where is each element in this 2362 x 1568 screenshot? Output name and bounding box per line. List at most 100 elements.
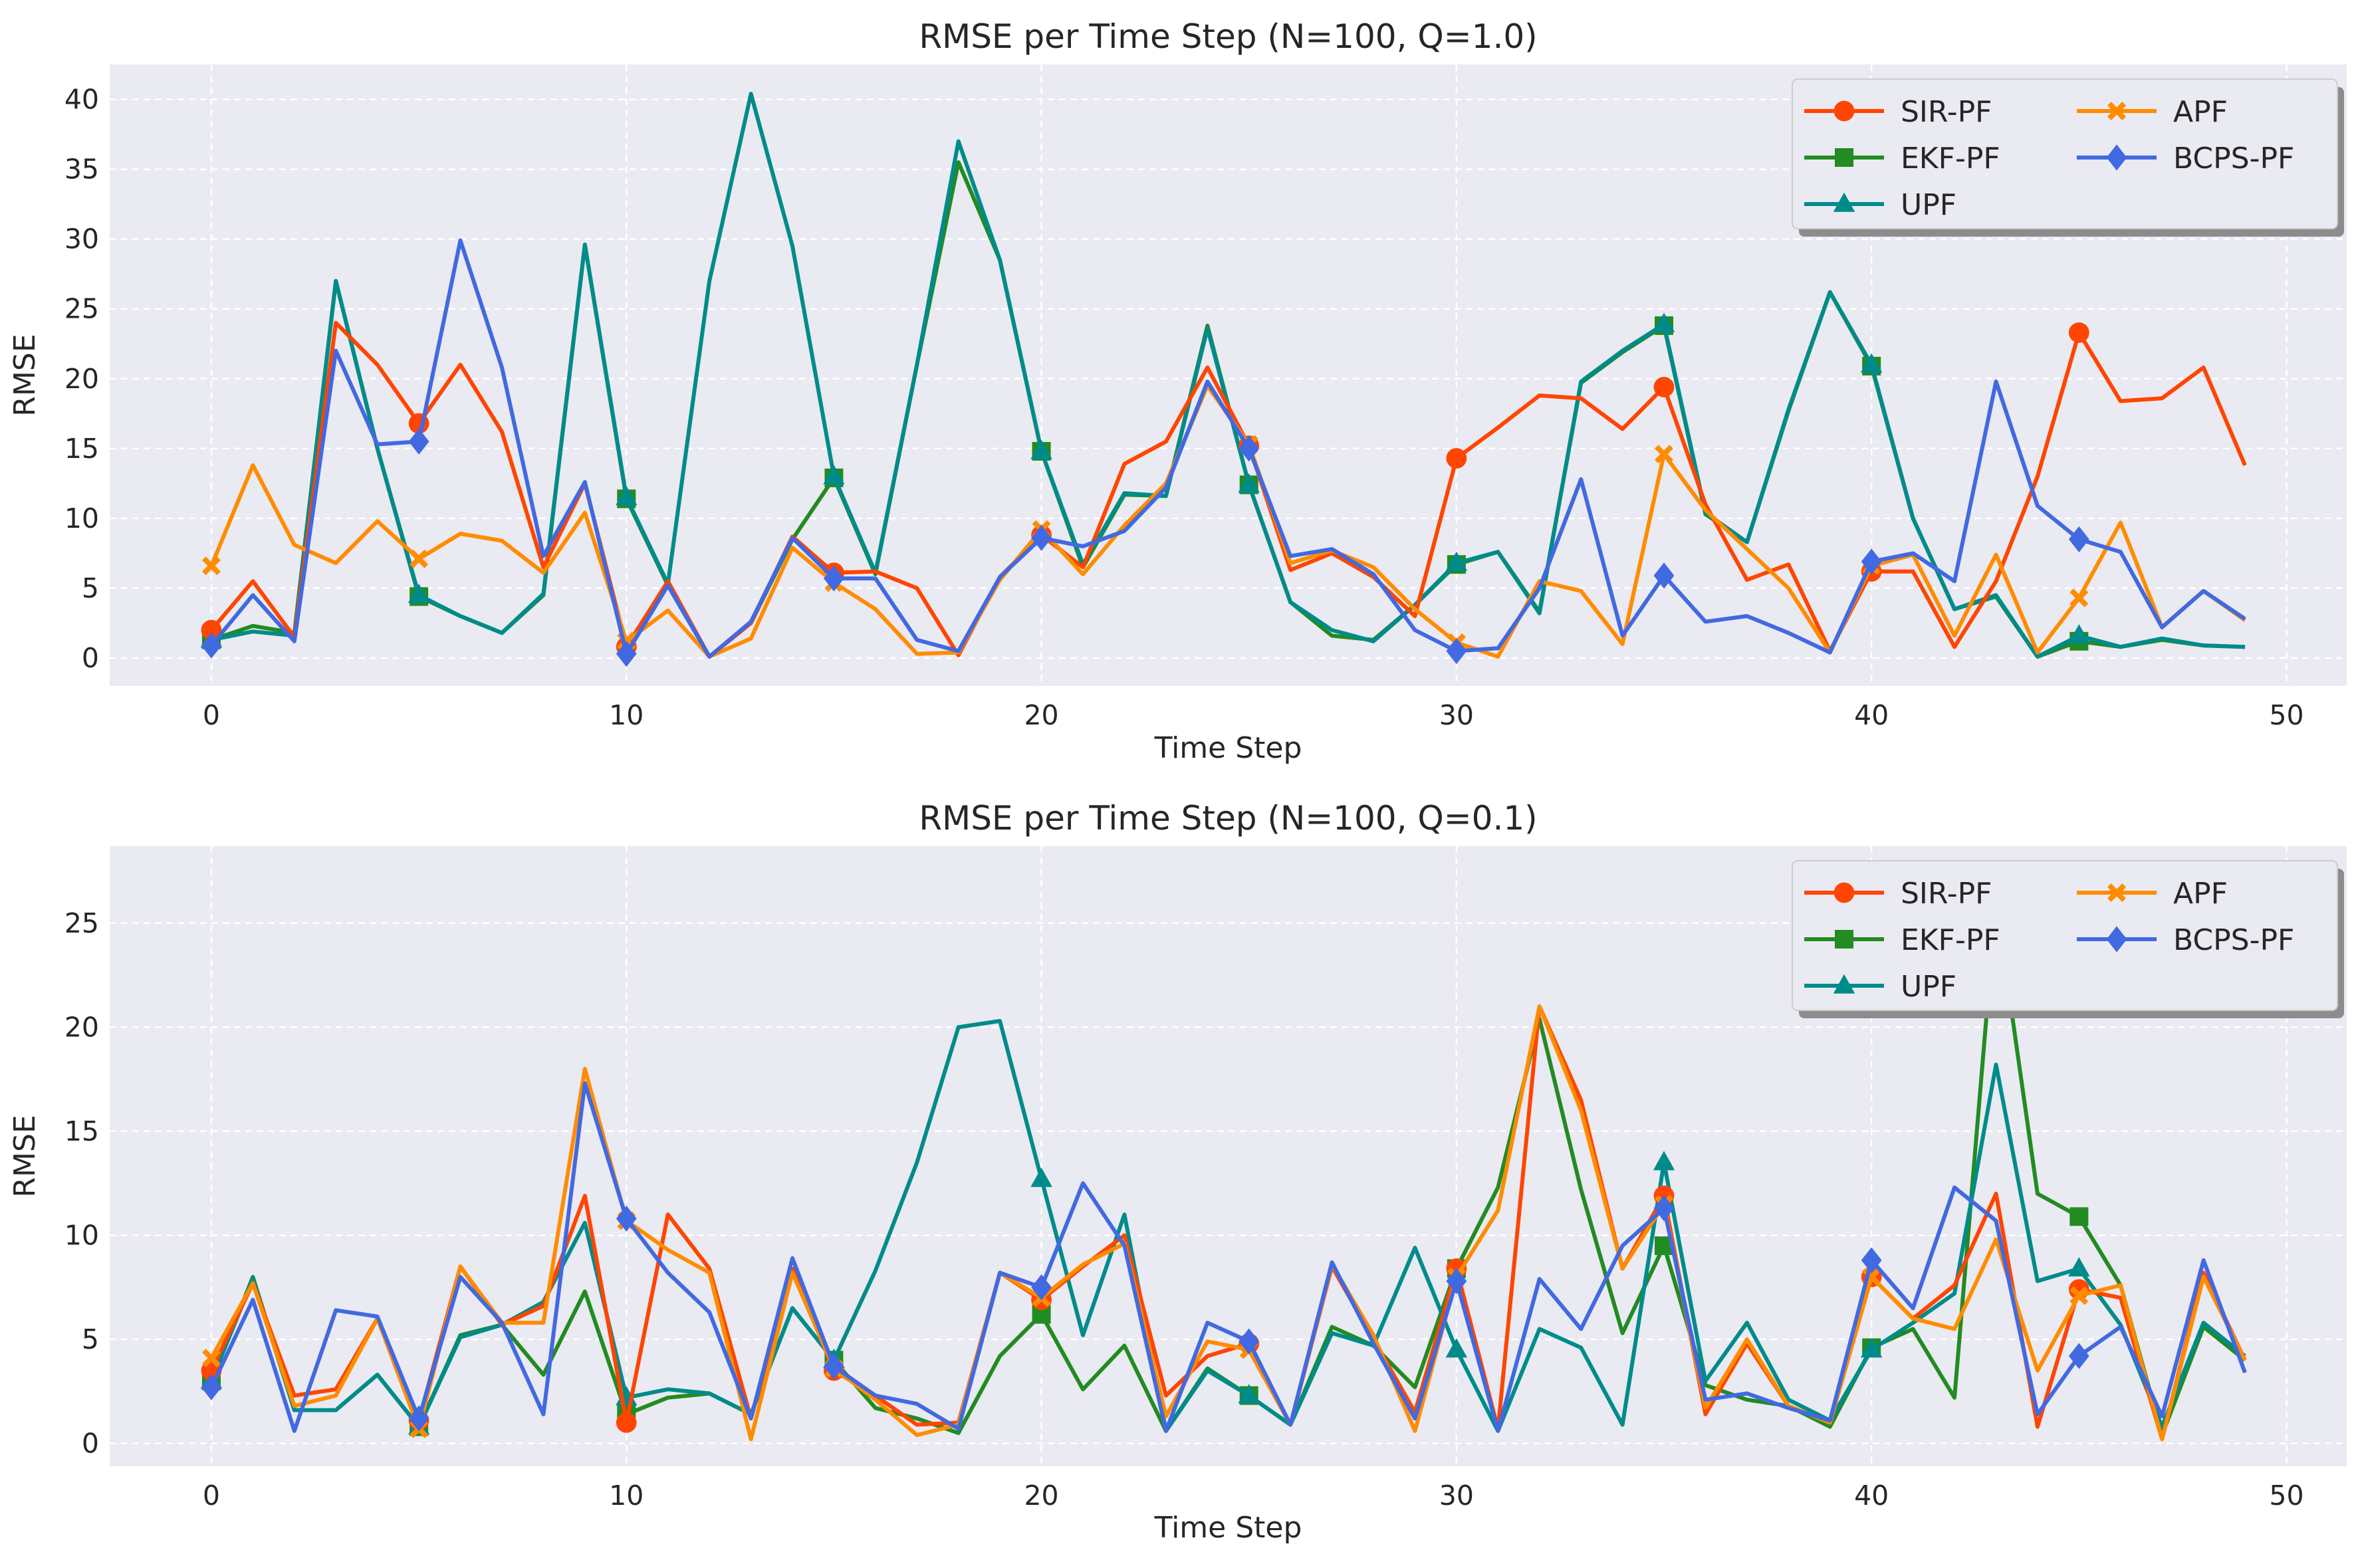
data-point-upf: [2068, 1257, 2090, 1277]
data-point-upf: [1238, 1384, 1260, 1404]
legend-marker: [2107, 883, 2126, 902]
chart-title: RMSE per Time Step (N=100, Q=1.0): [919, 17, 1537, 56]
data-point-upf: [823, 465, 845, 485]
subplot-2: 0 10 20 30 40 50 0 5 10 15 20 25 RMSE per Time Step …: [8, 799, 2347, 1545]
y-tick-label: 15: [64, 1115, 99, 1147]
x-tick-label: 20: [1024, 1480, 1058, 1512]
legend-item-sir-pf: SIR-PF: [1804, 877, 1992, 911]
y-tick-label: 40: [64, 84, 99, 116]
legend-marker: [2106, 144, 2127, 171]
legend-item-apf: APF: [2077, 95, 2228, 129]
legend-item-upf: UPF: [1804, 188, 1956, 222]
data-point-bcps-pf: [616, 1205, 637, 1232]
data-point-sir-pf: [1446, 448, 1467, 469]
data-point-apf: [1655, 445, 1674, 464]
legend-label: BCPS-PF: [2173, 923, 2294, 957]
legend-label: APF: [2173, 95, 2228, 129]
legend-label: UPF: [1901, 970, 1956, 1004]
legend-marker: [1833, 882, 1855, 903]
data-point-apf: [2069, 1286, 2089, 1305]
series-line-apf: [209, 1004, 2247, 1442]
legend-item-ekf-pf: EKF-PF: [1804, 142, 2000, 175]
data-point-sir-pf: [201, 619, 222, 641]
x-tick-label: 30: [1439, 1480, 1474, 1512]
legend-label: SIR-PF: [1901, 95, 1992, 129]
y-tick-label: 15: [64, 433, 99, 465]
x-axis-label: Time Step: [1154, 731, 1302, 765]
data-point-bcps-pf: [1653, 562, 1675, 589]
y-tick-label: 35: [64, 154, 99, 185]
legend-marker: [1835, 930, 1853, 949]
x-tick-label: 50: [2269, 699, 2303, 731]
data-point-bcps-pf: [824, 1353, 844, 1380]
series-line-sir-pf: [209, 320, 2247, 659]
legend-item-sir-pf: SIR-PF: [1804, 95, 1992, 129]
data-point-apf: [410, 549, 429, 568]
legend-marker: [1833, 192, 1855, 212]
subplot-1: 0 10 20 30 40 50 0 5 10 15 20 25 30 35 40 RMSE per Time…: [8, 17, 2347, 765]
y-tick-label: 0: [82, 642, 99, 674]
legend-label: UPF: [1901, 188, 1956, 222]
data-point-bcps-pf: [2068, 1343, 2089, 1369]
x-tick-label: 50: [2269, 1480, 2303, 1512]
data-point-upf: [616, 485, 638, 506]
x-tick-label: 0: [203, 699, 220, 731]
legend-box: [1792, 860, 2338, 1011]
legend-item-bcps-pf: BCPS-PF: [2077, 142, 2294, 175]
data-point-upf: [1653, 312, 1675, 332]
x-tick-label: 30: [1439, 699, 1474, 731]
x-axis-label: Time Step: [1154, 1511, 1302, 1545]
legend-label: BCPS-PF: [2173, 142, 2294, 175]
data-point-sir-pf: [1653, 376, 1675, 397]
data-point-upf: [1238, 473, 1260, 493]
legend-label: EKF-PF: [1901, 923, 2000, 957]
y-tick-label: 30: [64, 223, 99, 255]
series-line-bcps-pf: [209, 238, 2246, 659]
legend-label: APF: [2173, 877, 2228, 911]
data-point-sir-pf: [2068, 322, 2089, 343]
data-point-upf: [408, 584, 430, 604]
data-point-bcps-pf: [1861, 548, 1882, 575]
x-tick-label: 0: [203, 1480, 220, 1512]
chart-title: RMSE per Time Step (N=100, Q=0.1): [919, 799, 1537, 838]
y-tick-label: 10: [64, 503, 99, 534]
legend-marker: [1833, 100, 1855, 122]
y-tick-label: 5: [82, 572, 99, 604]
x-tick-label: 40: [1854, 1480, 1889, 1512]
legend-marker: [2106, 926, 2127, 952]
legend-item-ekf-pf: EKF-PF: [1804, 923, 2000, 957]
data-point-bcps-pf: [201, 632, 222, 659]
y-tick-label: 20: [64, 1011, 99, 1043]
x-tick-label: 10: [609, 699, 644, 731]
legend-marker: [2107, 102, 2126, 120]
x-tick-label: 20: [1024, 699, 1058, 731]
legend-box: [1792, 78, 2338, 229]
legend-marker: [1835, 148, 1853, 167]
data-point-bcps-pf: [1239, 435, 1260, 462]
legend-label: EKF-PF: [1901, 142, 2000, 175]
series-group: [200, 900, 2247, 1442]
legend: SIR-PF EKF-PF UPF APF BCPS-PF: [1792, 860, 2344, 1018]
series-line-bcps-pf: [209, 1081, 2247, 1433]
data-point-upf: [2068, 623, 2090, 644]
y-axis-label: RMSE: [8, 334, 42, 416]
data-point-bcps-pf: [1239, 1328, 1260, 1355]
series-group: [200, 92, 2247, 667]
y-tick-label: 20: [64, 363, 99, 395]
x-tick-label: 40: [1854, 699, 1889, 731]
data-point-upf: [1860, 353, 1883, 373]
data-point-bcps-pf: [408, 428, 429, 455]
data-point-bcps-pf: [824, 565, 844, 592]
data-point-bcps-pf: [201, 1374, 222, 1400]
data-point-upf: [1030, 1167, 1052, 1187]
legend-marker: [1833, 974, 1855, 994]
data-point-upf: [1030, 439, 1052, 459]
data-point-bcps-pf: [2068, 526, 2089, 552]
data-point-bcps-pf: [616, 641, 637, 667]
legend: SIR-PF EKF-PF UPF APF BCPS-PF: [1792, 78, 2344, 237]
data-point-sir-pf: [616, 1412, 637, 1433]
data-point-ekf-pf: [2069, 1207, 2089, 1226]
data-point-bcps-pf: [1031, 524, 1052, 551]
